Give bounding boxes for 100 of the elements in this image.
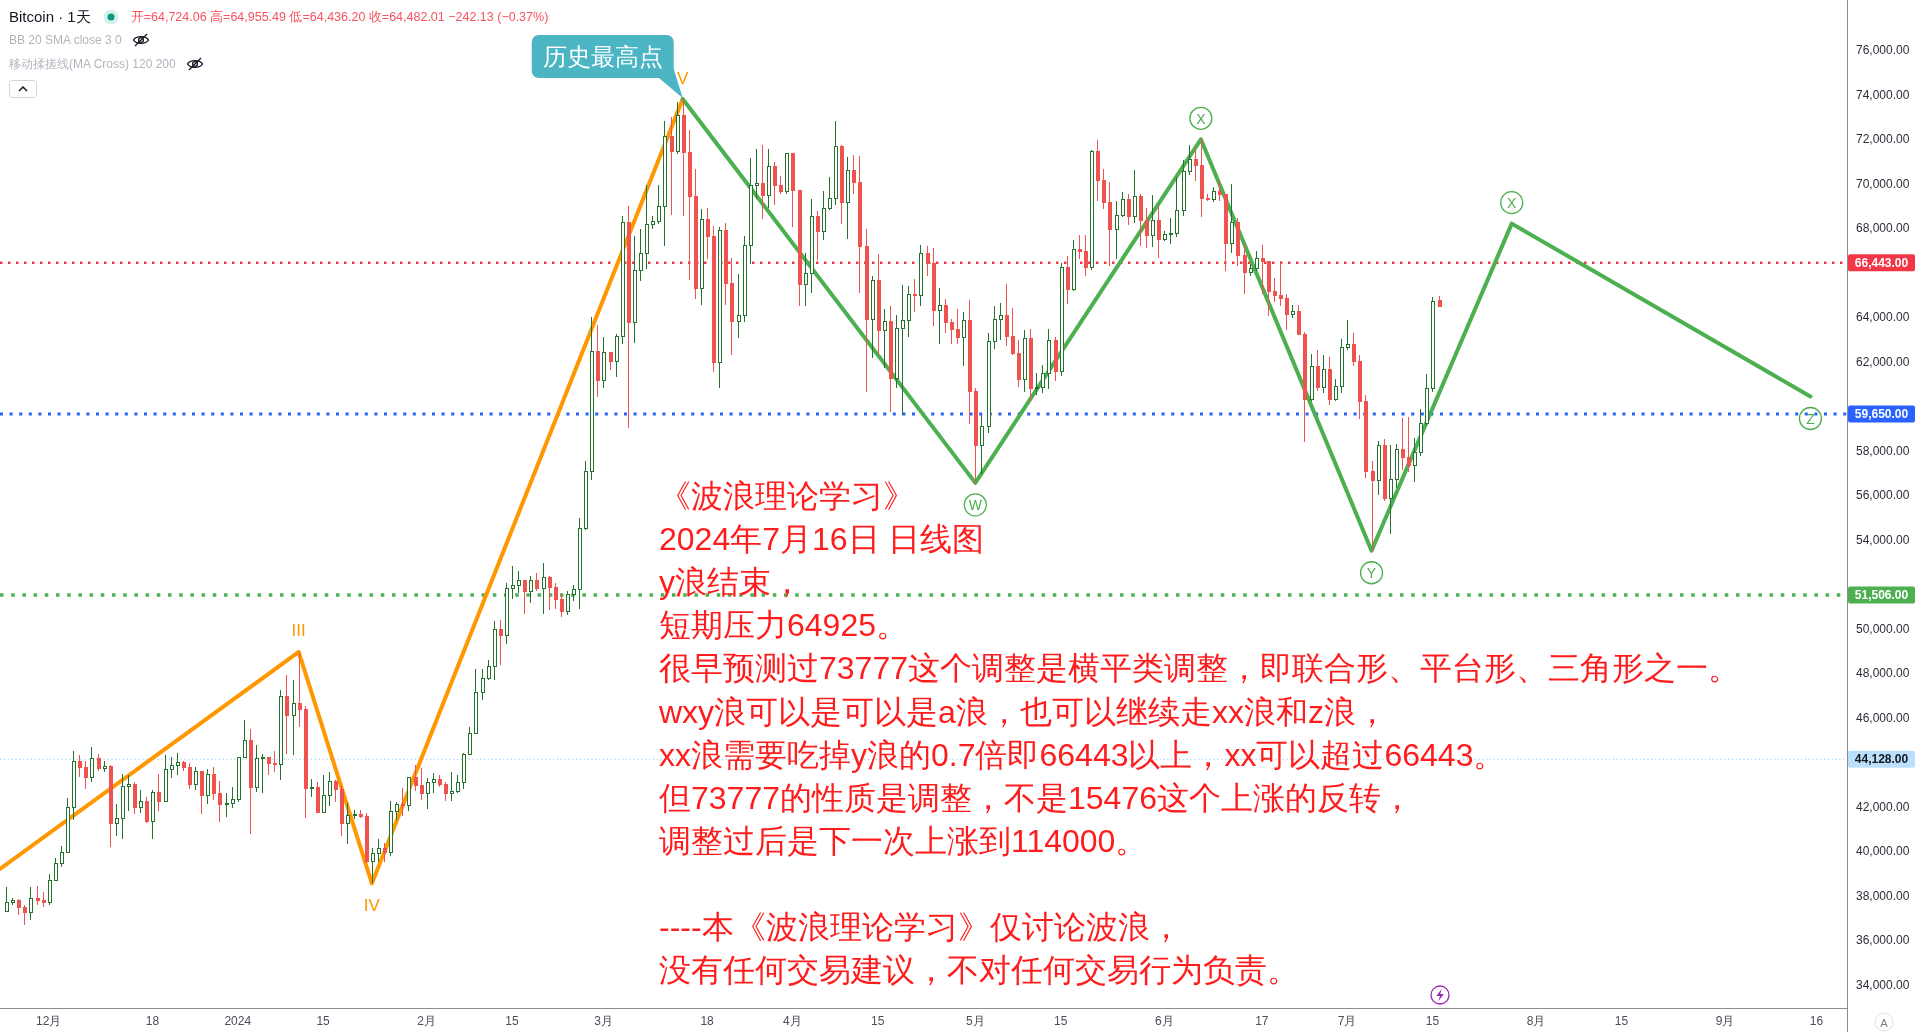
candlestick [205,768,210,805]
x-tick-label: 15 [316,1014,331,1028]
y-tick-label: 64,000.00 [1856,310,1910,325]
candlestick [498,619,503,666]
y-tick-label: 42,000.00 [1856,799,1910,814]
x-tick-label: 9月 [1715,1014,1735,1028]
x-tick-label: 2月 [417,1014,437,1028]
x-tick-label: 15 [505,1014,520,1028]
y-tick-label: 54,000.00 [1856,532,1910,547]
annotation: V [677,68,690,88]
candlestick [193,766,198,791]
annotation: X [1196,110,1207,127]
candlestick [156,773,161,812]
x-tick-label: 5月 [965,1014,985,1028]
annotation: IV [363,895,381,915]
x-tick-label: 17 [1255,1014,1269,1028]
annotation: 短期压力64925。 [659,607,908,644]
candlestick [89,746,94,783]
annotation: ----本《波浪理论学习》仅讨论波浪， [659,909,1182,945]
y-tick-label: 48,000.00 [1856,666,1910,681]
ref-line-label: 51,506.00 [1854,588,1909,603]
x-tick-label: 12月 [36,1014,62,1028]
x-tick-label: 15 [1425,1014,1440,1028]
y-tick-label: 76,000.00 [1856,43,1910,58]
candlestick [522,579,527,615]
x-tick-label: 18 [145,1014,160,1028]
x-tick-label: 15 [871,1014,885,1028]
annotation: Z [1806,411,1816,428]
ref-line-label: 44,128.00 [1854,752,1909,767]
x-tick-label: 7月 [1337,1014,1357,1028]
annotation: W [968,497,983,514]
annotation: X [1507,195,1518,212]
annotation: III [291,621,306,641]
annotation: Y [1366,565,1377,582]
candlestick [937,287,942,345]
y-tick-label: 74,000.00 [1856,87,1910,102]
annotation: 2024年7月16日 日线图 [659,521,985,558]
candlestick [1132,169,1137,224]
annotation: 移动揉搓线(MA Cross) 120 200 [9,55,176,73]
candlestick [1321,354,1326,394]
candlestick [669,116,674,216]
candlestick [382,842,387,863]
candlestick [760,144,765,220]
y-tick-label: 40,000.00 [1856,844,1910,859]
candlestick [291,679,296,756]
x-tick-label: 4月 [783,1014,802,1028]
annotation: 没有任何交易建议，不对任何交易行为负责。 [659,952,1299,989]
candlestick [541,562,546,615]
y-tick-label: 56,000.00 [1856,488,1910,503]
candlestick [528,575,533,604]
y-tick-label: 72,000.00 [1856,132,1910,147]
candlestick [815,210,820,261]
candlestick [912,278,917,313]
y-tick-label: 50,000.00 [1856,621,1910,636]
annotation: 很早预测过73777这个调整是横平类调整，即联合形、平台形、三角形之一。 [659,650,1740,687]
candlestick [345,802,350,845]
candlestick [1315,349,1320,392]
y-tick-label: 58,000.00 [1856,443,1910,458]
x-tick-label: 3月 [594,1014,613,1028]
y-tick-label: 38,000.00 [1856,888,1910,903]
candlestick [1126,193,1131,226]
candlestick [882,308,887,369]
candlestick [1229,183,1234,254]
candlestick [284,674,289,755]
candlestick [132,781,137,815]
y-tick-label: 46,000.00 [1856,710,1910,725]
x-tick-label: 15 [1053,1014,1068,1028]
annotation: 调整过后是下一次上涨到114000。 [659,822,1148,859]
candlestick [144,796,149,824]
ref-line-label: 59,650.00 [1854,406,1909,421]
candlestick [1242,243,1247,295]
y-tick-label: 34,000.00 [1856,977,1910,992]
y-tick-label: 70,000.00 [1856,176,1910,191]
candlestick [1156,205,1161,259]
y-tick-label: 68,000.00 [1856,221,1910,236]
candlestick [979,414,984,475]
candlestick [400,787,405,817]
text: Bitcoin · 1天 [9,7,91,27]
annotation: 但73777的性质是调整，不是15476这个上涨的反转， [659,779,1413,816]
x-tick-label: 2024 [224,1014,252,1028]
annotation: 历史最高点 [542,43,663,71]
x-tick-label: 16 [1809,1014,1824,1028]
annotation: wxy浪可以是可以是a浪，也可以继续走xx浪和z浪， [658,693,1388,730]
x-tick-label: 15 [1614,1014,1629,1028]
y-tick-label: 36,000.00 [1856,933,1910,948]
annotation: y浪结束， [659,564,803,601]
annotation: 开=64,724.06 高=64,955.49 低=64,436.20 收=64,482.01 −242.13 (−0.37%) [130,8,549,26]
annotation: BB 20 SMA close 3 0 [9,33,122,47]
annotation: 《波浪理论学习》 [659,478,915,514]
annotation: xx浪需要吃掉y浪的0.7倍即66443以上，xx可以超过66443。 [659,736,1506,773]
x-tick-label: 18 [700,1014,715,1028]
candlestick [1370,460,1375,552]
candlestick [28,886,33,921]
candlestick [961,311,966,367]
ref-line-label: 66,443.00 [1854,255,1909,270]
candlestick [1150,194,1155,248]
x-tick-label: 6月 [1154,1014,1174,1028]
text: A [1880,1016,1889,1029]
x-tick-label: 8月 [1526,1014,1546,1028]
y-tick-label: 62,000.00 [1856,354,1910,369]
